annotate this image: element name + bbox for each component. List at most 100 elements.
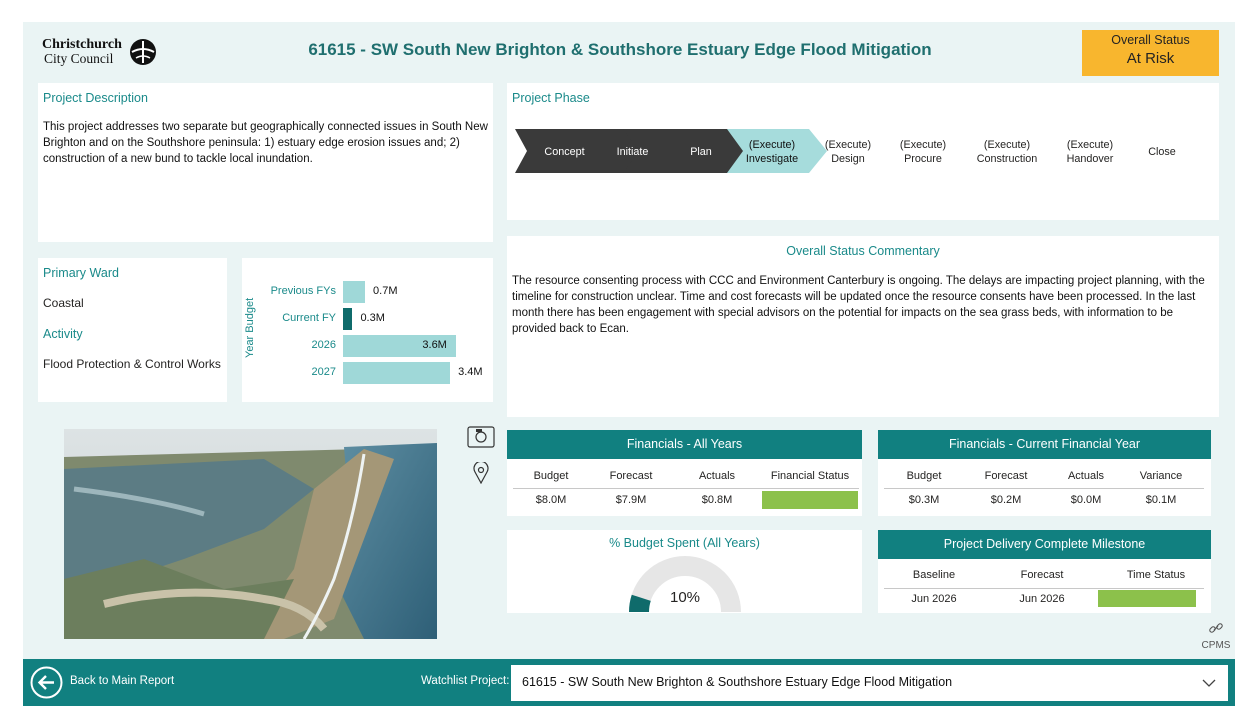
- phase-label-construction: (Execute) Construction: [969, 138, 1045, 166]
- fin-all-status-header: Financial Status: [770, 470, 850, 482]
- phase-label-handover: (Execute) Handover: [1055, 138, 1125, 166]
- overall-status-badge: Overall Status At Risk: [1082, 30, 1219, 76]
- fin-cur-budget-header: Budget: [906, 470, 942, 482]
- phase-label-plan: Plan: [690, 146, 712, 158]
- phase-chevrons: [515, 129, 827, 173]
- year-budget-bar: [343, 308, 353, 330]
- fin-all-actuals-value: $0.8M: [701, 494, 733, 506]
- financials-all-years-title: Financials - All Years: [507, 430, 862, 459]
- phase-chevron-concept: [515, 129, 643, 173]
- milestone-status-header: Time Status: [1126, 569, 1186, 581]
- phase-label-construction-l2: Construction: [976, 153, 1038, 165]
- back-to-main-report-button[interactable]: Back to Main Report: [70, 675, 175, 687]
- primary-ward-value: Coastal: [43, 296, 84, 310]
- fin-all-budget-value: $8.0M: [535, 494, 567, 506]
- back-arrow-icon[interactable]: [30, 666, 63, 699]
- watchlist-project-dropdown[interactable]: 61615 - SW South New Brighton & Southsho…: [511, 665, 1228, 701]
- cpms-link[interactable]: CPMS: [1198, 620, 1234, 656]
- project-aerial-photo: [64, 429, 437, 639]
- year-budget-category: 2026: [311, 339, 336, 351]
- fin-cur-variance-value: $0.1M: [1145, 494, 1177, 506]
- phase-label-procure: (Execute) Procure: [888, 138, 958, 166]
- year-budget-category: Current FY: [282, 312, 336, 324]
- phase-label-initiate: Initiate: [616, 146, 649, 158]
- overall-status-value: At Risk: [1126, 50, 1175, 67]
- fin-cur-divider: [884, 488, 1204, 489]
- phase-label-design: (Execute) Design: [813, 138, 883, 166]
- overall-status-label: Overall Status: [1111, 33, 1190, 47]
- map-pin-icon[interactable]: [473, 462, 489, 484]
- fin-all-status-indicator: [762, 491, 858, 509]
- fin-all-forecast-value: $7.9M: [615, 494, 647, 506]
- gauge-fill: [629, 594, 651, 613]
- fin-cur-forecast-value: $0.2M: [990, 494, 1022, 506]
- year-budget-value-label: 3.4M: [458, 366, 483, 378]
- phase-label-design-l1: (Execute): [824, 139, 872, 151]
- phase-chevron-investigate: [727, 129, 827, 173]
- watchlist-label: Watchlist Project:: [421, 675, 510, 687]
- cpms-label: CPMS: [1201, 640, 1231, 651]
- fin-cur-variance-header: Variance: [1139, 470, 1183, 482]
- milestone-forecast-value: Jun 2026: [1019, 593, 1065, 605]
- milestone-title: Project Delivery Complete Milestone: [878, 530, 1211, 559]
- phase-label-procure-l2: Procure: [904, 153, 942, 165]
- council-logo: Christchurch City Council: [42, 36, 162, 72]
- year-budget-value-label: 3.6M: [422, 339, 447, 351]
- logo-line-2: City Council: [44, 51, 114, 66]
- primary-ward-label: Primary Ward: [43, 266, 119, 280]
- milestone-baseline-value: Jun 2026: [911, 593, 957, 605]
- fin-all-forecast-header: Forecast: [609, 470, 653, 482]
- fin-all-divider: [513, 488, 859, 489]
- year-budget-bar: [343, 335, 457, 357]
- budget-spent-gauge: [629, 556, 741, 613]
- year-budget-category: 2027: [311, 366, 336, 378]
- fin-all-actuals-header: Actuals: [698, 470, 736, 482]
- milestone-status-indicator: [1098, 590, 1196, 607]
- year-budget-value-label: 0.7M: [373, 285, 398, 297]
- milestone-baseline-header: Baseline: [912, 569, 956, 581]
- phase-chevron-initiate: [623, 129, 709, 173]
- phase-label-construction-l1: (Execute): [983, 139, 1031, 151]
- fin-cur-actuals-header: Actuals: [1067, 470, 1105, 482]
- logo-line-1: Christchurch: [42, 37, 122, 52]
- year-budget-card: Year Budget Previous FYs 0.7M Current FY 0.…: [242, 258, 493, 402]
- page-title: 61615 - SW South New Brighton & Southsho…: [308, 40, 932, 59]
- year-budget-category: Previous FYs: [270, 285, 336, 297]
- project-description-text: This project addresses two separate but …: [43, 121, 488, 165]
- project-phase-card: Project Phase Concept Initiate Plan (Exe…: [507, 83, 1219, 220]
- gauge-track: [629, 556, 741, 613]
- financials-all-years-card: Financials - All Years Budget Forecast A…: [507, 430, 862, 516]
- phase-label-procure-l1: (Execute): [899, 139, 947, 151]
- watchlist-project-value: 61615 - SW South New Brighton & Southsho…: [522, 675, 953, 689]
- chevron-down-icon: [1202, 679, 1216, 687]
- council-emblem-icon: [130, 39, 156, 65]
- project-description-card: Project Description This project address…: [38, 83, 493, 242]
- activity-value: Flood Protection & Control Works: [43, 357, 221, 371]
- fin-all-budget-header: Budget: [533, 470, 569, 482]
- year-budget-value-label: 0.3M: [360, 312, 385, 324]
- camera-icon[interactable]: [467, 426, 495, 448]
- budget-spent-value: 10%: [669, 589, 701, 606]
- status-commentary-card: Overall Status Commentary The resource c…: [507, 236, 1219, 417]
- fin-cur-budget-value: $0.3M: [908, 494, 940, 506]
- financials-current-fy-card: Financials - Current Financial Year Budg…: [878, 430, 1211, 516]
- milestone-divider: [884, 588, 1204, 589]
- status-commentary-title: Overall Status Commentary: [786, 244, 940, 258]
- phase-label-investigate-l1: (Execute): [748, 139, 796, 151]
- fin-cur-actuals-value: $0.0M: [1070, 494, 1102, 506]
- phase-label-design-l2: Design: [831, 153, 865, 165]
- phase-label-close: Close: [1148, 146, 1176, 158]
- status-commentary-text: The resource consenting process with CCC…: [512, 275, 1205, 335]
- phase-label-handover-l1: (Execute): [1066, 139, 1114, 151]
- milestone-card: Project Delivery Complete Milestone Base…: [878, 530, 1211, 613]
- fin-cur-forecast-header: Forecast: [984, 470, 1028, 482]
- link-icon: [1209, 623, 1223, 633]
- phase-label-handover-l2: Handover: [1066, 153, 1114, 165]
- ward-activity-card: Primary Ward Coastal Activity Flood Prot…: [38, 258, 227, 402]
- activity-label: Activity: [43, 327, 83, 341]
- budget-spent-title: % Budget Spent (All Years): [609, 536, 760, 550]
- project-description-title: Project Description: [43, 91, 148, 105]
- footer-bar: Back to Main Report Watchlist Project: 6…: [23, 659, 1235, 706]
- phase-label-investigate-l2: Investigate: [745, 153, 799, 165]
- year-budget-bar: [343, 362, 451, 384]
